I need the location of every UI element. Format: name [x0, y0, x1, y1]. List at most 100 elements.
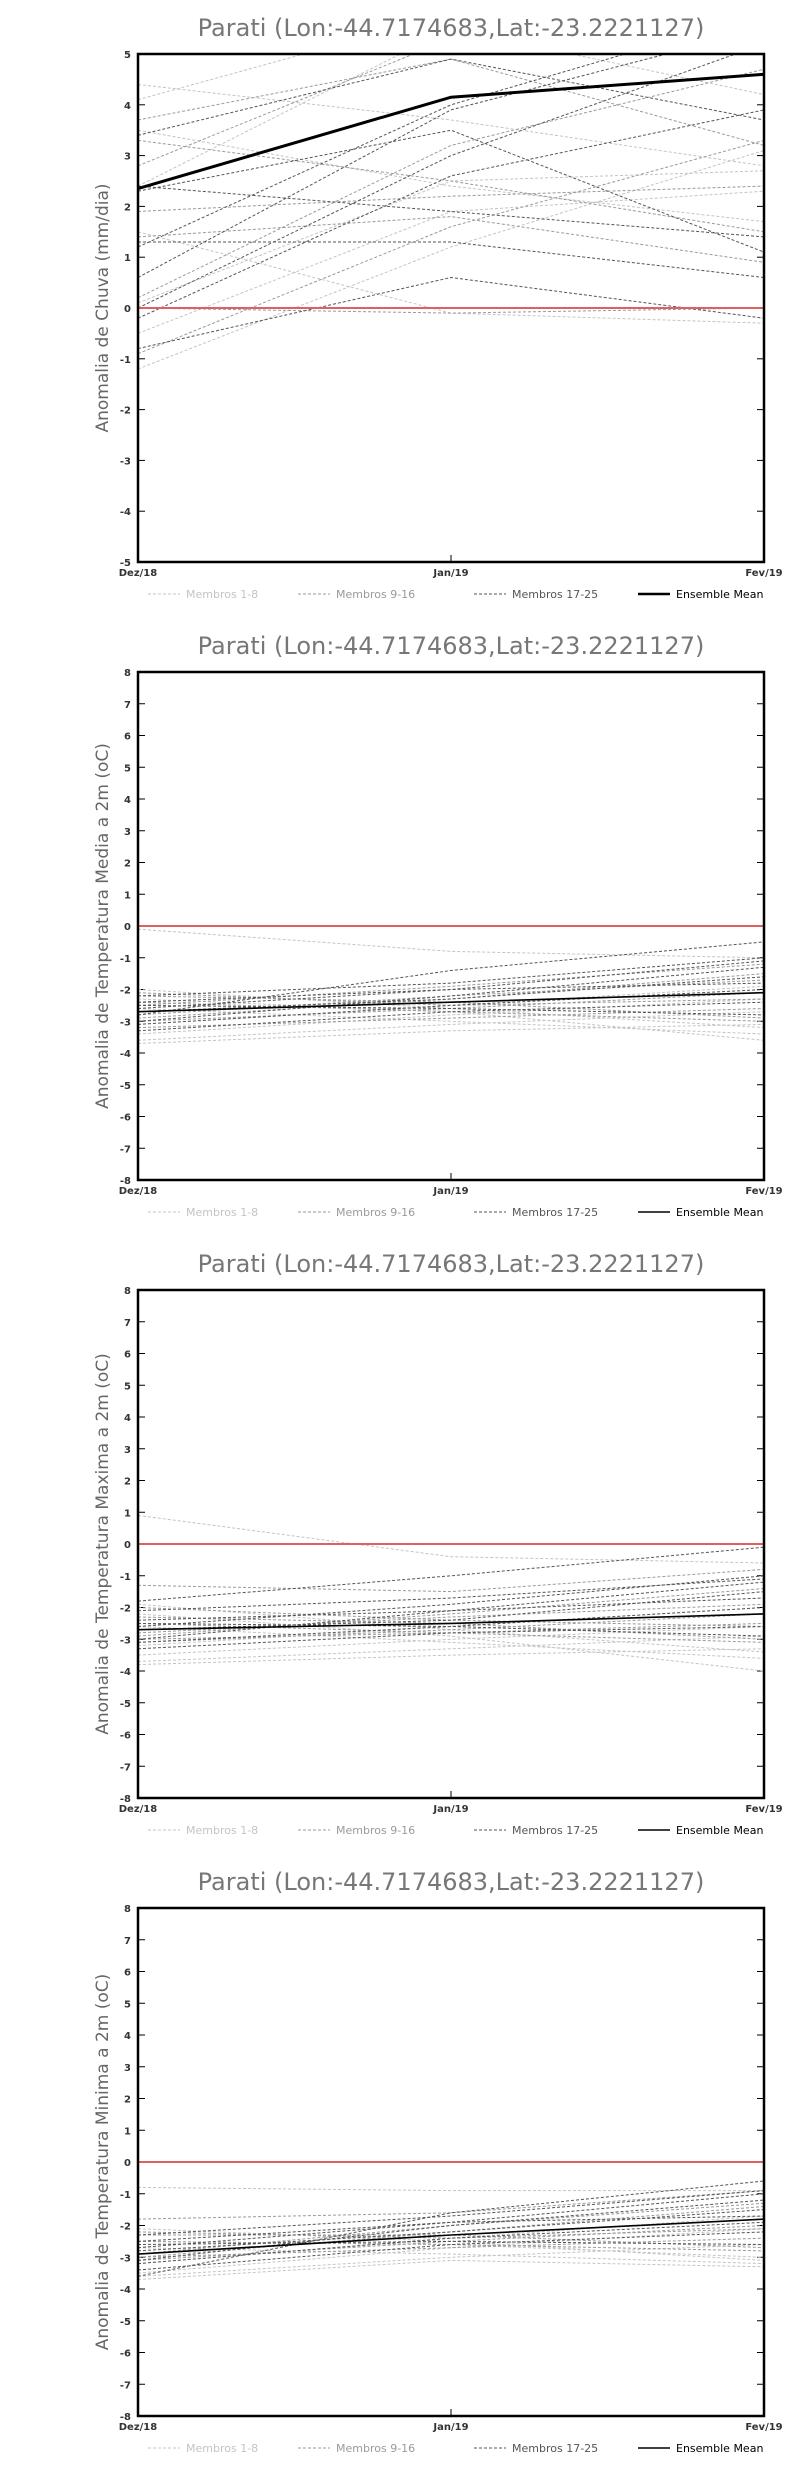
plot-frame [136, 1288, 766, 1800]
legend-label: Membros 1-8 [186, 588, 258, 601]
plot-frame [136, 670, 766, 1182]
member-c-line-5 [138, 1626, 764, 1650]
member-b-line-6 [138, 1622, 764, 1643]
member-c-line-9 [138, 1622, 764, 1637]
series-group [138, 2180, 764, 2280]
y-tick-label: -8 [120, 1176, 131, 1187]
member-a-line-4 [138, 1626, 764, 1656]
x-tick-label: Jan/19 [432, 568, 468, 579]
member-b-line-7 [138, 973, 764, 1019]
y-tick-label: -5 [120, 2317, 131, 2328]
x-tick-label: Fev/19 [745, 568, 782, 579]
plot-frame [136, 1906, 766, 2418]
y-tick-label: 3 [124, 827, 131, 838]
legend-label: Ensemble Mean [676, 1206, 763, 1219]
series-group [138, 54, 764, 370]
y-tick-label: -4 [120, 1049, 131, 1060]
member-a-line-3 [138, 2240, 764, 2258]
y-tick-label: -7 [120, 1762, 131, 1773]
member-a-line-2 [138, 129, 764, 223]
y-tick-label: 6 [124, 1350, 131, 1361]
member-b-line-4 [138, 1616, 764, 1640]
series-group [138, 928, 764, 1044]
y-tick-label: 7 [124, 1936, 131, 1947]
y-tick-label: -2 [120, 986, 131, 997]
y-tick-label: -4 [120, 507, 131, 518]
chart-panel-3: Parati (Lon:-44.7174683,Lat:-23.2221127)… [0, 1236, 800, 1854]
legend-label: Membros 17-25 [512, 2442, 598, 2455]
y-tick-label: 8 [124, 668, 131, 679]
ensemble-mean-line [138, 1613, 764, 1631]
member-a-line-1 [138, 2186, 764, 2192]
member-c-line-7 [138, 957, 764, 997]
member-b-line-1 [138, 139, 764, 233]
y-tick-label: -3 [120, 1635, 131, 1646]
y-tick-label: -1 [120, 2190, 131, 2201]
member-b-line-4 [138, 995, 764, 1019]
y-tick-label: -2 [120, 406, 131, 417]
y-tick-label: -5 [120, 558, 131, 569]
member-a-line-8 [138, 1635, 764, 1662]
y-tick-label: 1 [124, 890, 131, 901]
y-tick-label: 0 [124, 304, 131, 315]
member-a-line-5 [138, 2228, 764, 2261]
member-c-line-8 [138, 1607, 764, 1643]
legend-label: Membros 17-25 [512, 1206, 598, 1219]
y-tick-label: -3 [120, 2253, 131, 2264]
member-a-line-6 [138, 985, 764, 1025]
member-b-line-3 [138, 1603, 764, 1634]
y-tick-label: -4 [120, 1667, 131, 1678]
y-tick-label: 5 [124, 50, 131, 61]
y-tick-label: -6 [120, 2349, 131, 2360]
chart-title: Parati (Lon:-44.7174683,Lat:-23.2221127) [198, 14, 705, 42]
member-c-line-7 [138, 2190, 764, 2236]
y-tick-label: 2 [124, 859, 131, 870]
y-tick-label: 5 [124, 1381, 131, 1392]
member-c-line-1 [138, 1546, 764, 1602]
y-tick-label: 1 [124, 253, 131, 264]
member-a-line-8 [138, 1011, 764, 1041]
x-tick-label: Fev/19 [745, 1186, 782, 1197]
y-tick-label: 2 [124, 2095, 131, 2106]
legend-label: Membros 1-8 [186, 1206, 258, 1219]
y-tick-label: 6 [124, 1968, 131, 1979]
member-c-line-9 [138, 54, 669, 278]
member-b-line-8 [138, 307, 764, 314]
legend-label: Membros 9-16 [336, 1824, 415, 1837]
member-c-line-8 [138, 989, 764, 1025]
member-b-line-8 [138, 1607, 764, 1627]
member-a-line-2 [138, 1023, 764, 1044]
member-a-line-7 [138, 2247, 764, 2265]
legend-label: Membros 1-8 [186, 1824, 258, 1837]
member-b-line-5 [138, 139, 764, 355]
chart-panel-4: Parati (Lon:-44.7174683,Lat:-23.2221127)… [0, 1854, 800, 2472]
y-tick-label: 4 [124, 795, 131, 806]
y-tick-label: 0 [124, 922, 131, 933]
member-c-line-7 [138, 109, 764, 319]
y-tick-label: -3 [120, 456, 131, 467]
member-a-line-7 [138, 1626, 764, 1659]
y-axis-label: Anomalia de Temperatura Media a 2m (oC) [93, 743, 113, 1109]
member-a-line-3 [138, 1613, 764, 1672]
y-tick-label: 5 [124, 763, 131, 774]
member-c-line-9 [138, 1004, 764, 1016]
member-b-line-2 [138, 1008, 764, 1029]
member-b-line-3 [138, 68, 764, 299]
member-c-line-5 [138, 58, 764, 136]
y-axis-label: Anomalia de Temperatura Minima a 2m (oC) [93, 1974, 113, 2351]
y-tick-label: 5 [124, 1999, 131, 2010]
y-tick-label: 0 [124, 1540, 131, 1551]
x-tick-label: Dez/18 [119, 568, 158, 579]
y-tick-label: 2 [124, 1477, 131, 1488]
chart-svg: Parati (Lon:-44.7174683,Lat:-23.2221127)… [93, 1868, 783, 2455]
member-a-line-1 [138, 1514, 764, 1564]
y-tick-label: -1 [120, 954, 131, 965]
member-a-line-8 [138, 231, 764, 324]
member-b-line-7 [138, 58, 764, 146]
member-a-line-4 [138, 150, 764, 370]
legend: Membros 1-8 Membros 9-16 Membros 17-25 Ense… [148, 2442, 763, 2455]
y-tick-label: 4 [124, 101, 131, 112]
legend-label: Ensemble Mean [676, 588, 763, 601]
y-tick-label: 0 [124, 2158, 131, 2169]
member-b-line-1 [138, 2190, 764, 2220]
